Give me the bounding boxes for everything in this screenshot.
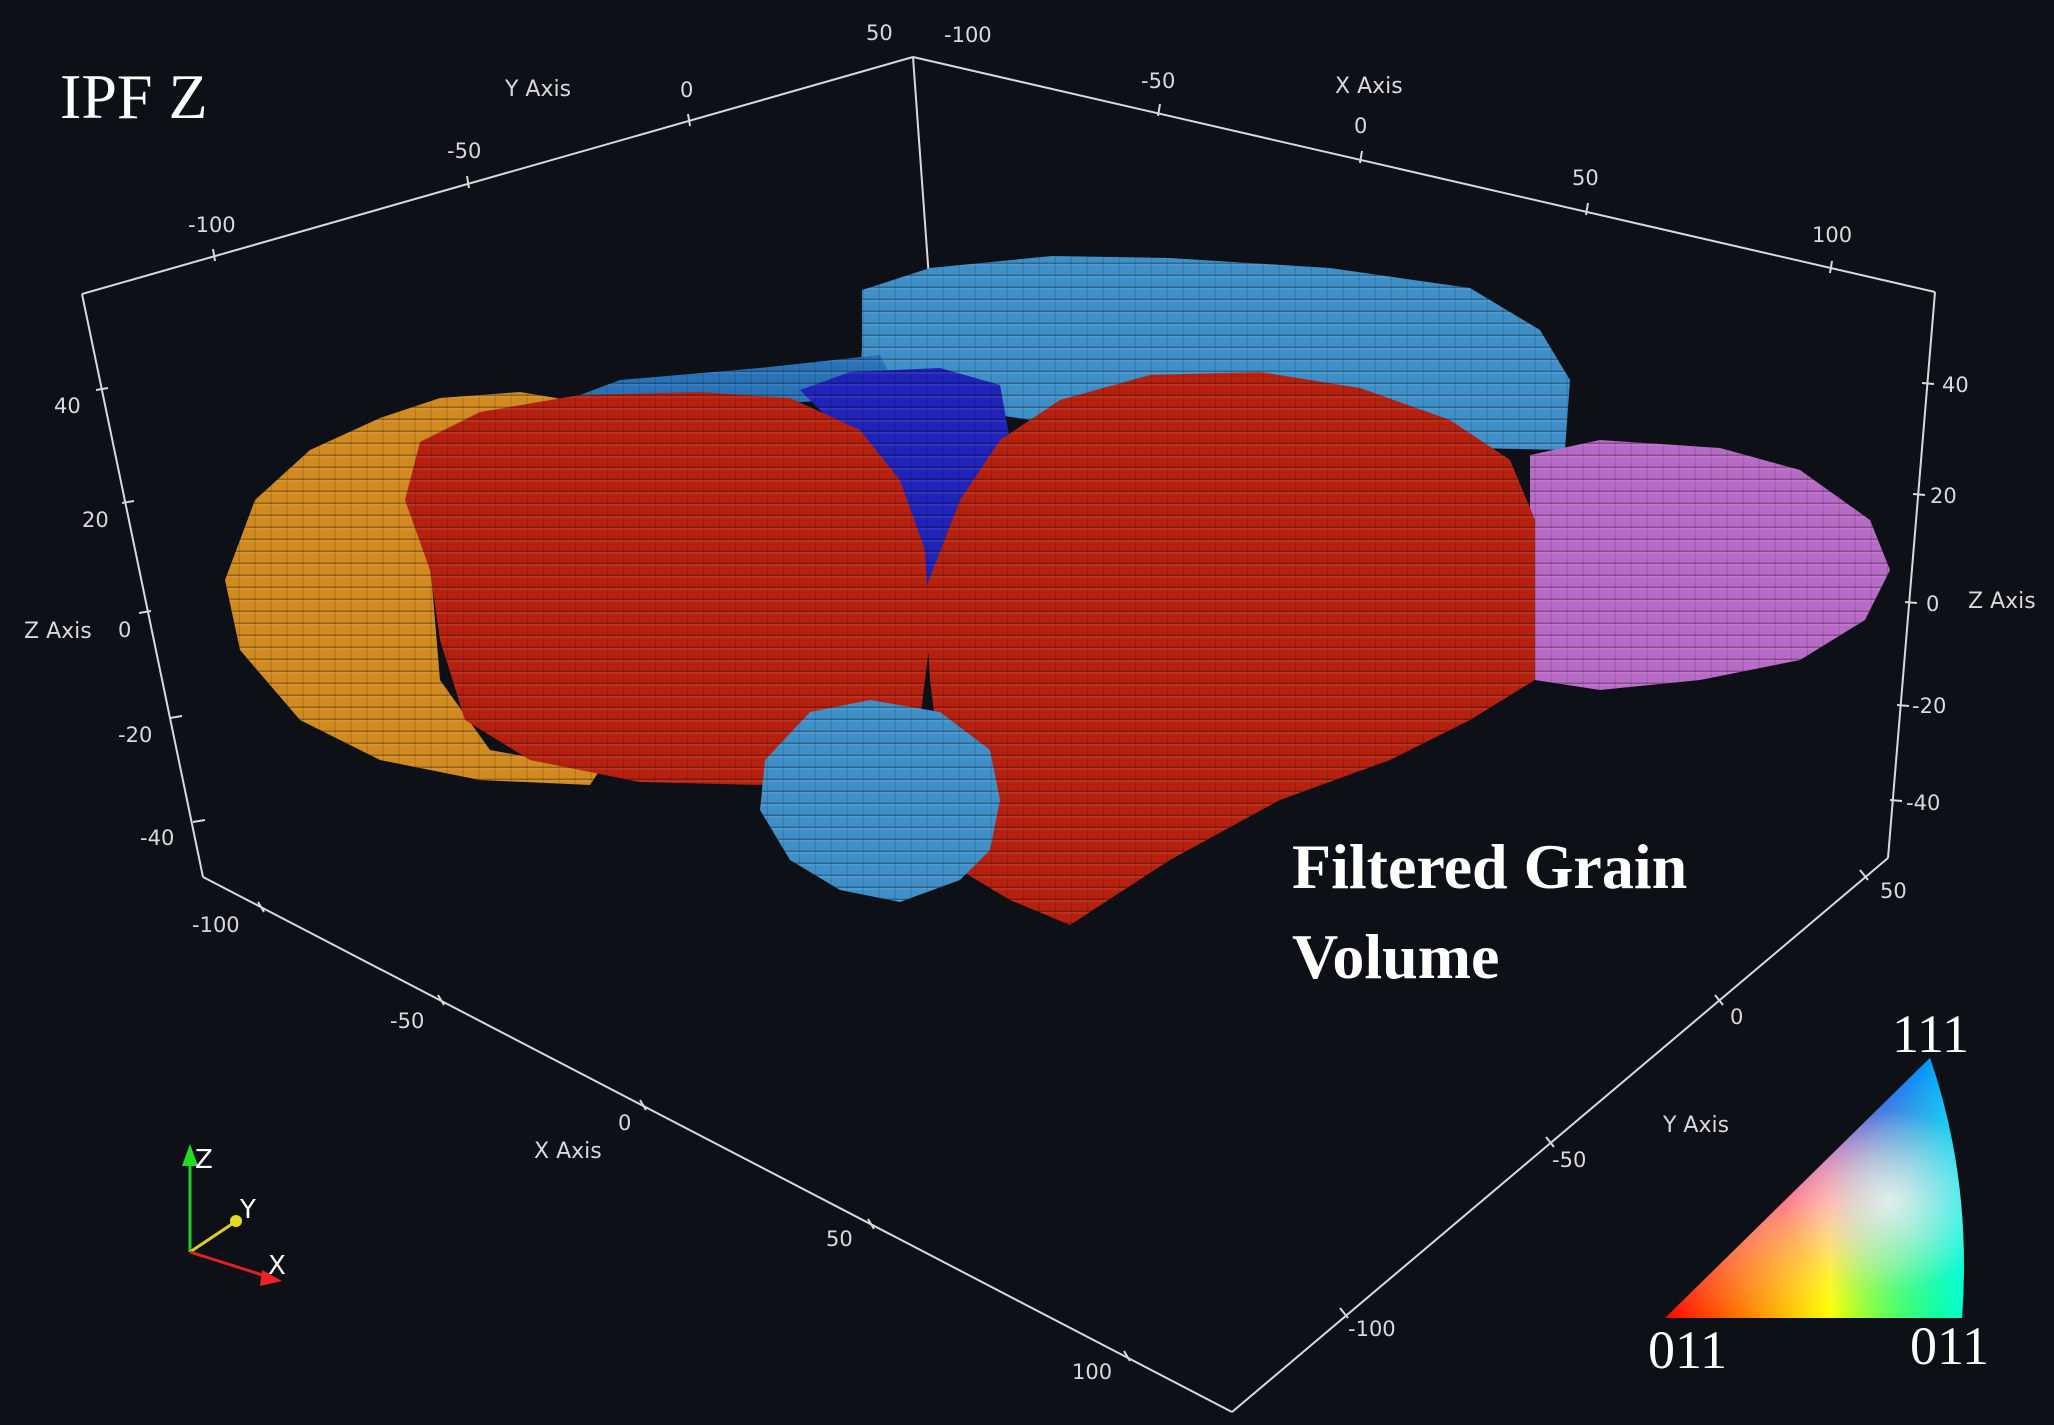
x-top-tick: -50 bbox=[1141, 69, 1175, 93]
y-top-tick: 50 bbox=[866, 21, 893, 45]
z-left-tick: 40 bbox=[54, 394, 81, 418]
x-bottom-tick: 0 bbox=[618, 1111, 631, 1135]
x-top-tick: 0 bbox=[1354, 114, 1367, 138]
ipf-label-011-left: 011 bbox=[1648, 1320, 1727, 1380]
z-right-tick: 20 bbox=[1930, 484, 1957, 508]
caption-line-2: Volume bbox=[1292, 921, 1499, 992]
z-axis-right-label: Z Axis bbox=[1968, 589, 2036, 614]
y-bottom-tick: -50 bbox=[1552, 1148, 1586, 1172]
triad-y-arrow-icon bbox=[230, 1215, 242, 1227]
ipf-color-key: 111 011 011 bbox=[1648, 1004, 1989, 1380]
tick-marks bbox=[95, 103, 1935, 1362]
triad-y-label: Y bbox=[239, 1195, 256, 1225]
ipf-label-111: 111 bbox=[1892, 1004, 1969, 1064]
y-top-tick: 0 bbox=[680, 78, 693, 102]
x-axis-bottom-label: X Axis bbox=[534, 1139, 602, 1164]
caption-line-1: Filtered Grain bbox=[1292, 831, 1687, 902]
z-right-tick: -20 bbox=[1912, 694, 1946, 718]
triad-y-axis-line bbox=[189, 1220, 236, 1254]
y-top-tick: -100 bbox=[188, 213, 236, 237]
y-axis-top-label: Y Axis bbox=[504, 77, 571, 102]
x-bottom-tick: 50 bbox=[826, 1227, 853, 1251]
x-bottom-tick: -50 bbox=[390, 1009, 424, 1033]
grain-orange bbox=[225, 392, 600, 785]
x-top-tick: -100 bbox=[944, 23, 992, 47]
grain-red-left bbox=[405, 392, 930, 785]
z-left-tick: 0 bbox=[118, 618, 131, 642]
x-axis-top-label: X Axis bbox=[1335, 74, 1403, 99]
grain-light-blue-front bbox=[760, 700, 1000, 902]
y-bottom-tick: 0 bbox=[1730, 1005, 1743, 1029]
z-right-tick: -40 bbox=[1906, 791, 1940, 815]
x-top-tick: 50 bbox=[1572, 166, 1599, 190]
title-ipf-z: IPF Z bbox=[60, 61, 208, 132]
triad-x-arrow-icon bbox=[260, 1270, 282, 1286]
grain-purple bbox=[1530, 440, 1890, 690]
grain-red-right bbox=[925, 372, 1535, 925]
z-axis-left-label: Z Axis bbox=[24, 619, 92, 644]
y-bottom-tick: -100 bbox=[1348, 1317, 1396, 1341]
z-right-tick: 40 bbox=[1942, 373, 1969, 397]
z-left-tick: -40 bbox=[140, 826, 174, 850]
triad-x-label: X bbox=[268, 1251, 286, 1281]
y-bottom-tick: 50 bbox=[1880, 879, 1907, 903]
grain-dark-blue bbox=[800, 368, 1010, 590]
z-left-tick: -20 bbox=[118, 723, 152, 747]
orientation-triad: Z Y X bbox=[182, 1144, 286, 1286]
triad-z-arrow-icon bbox=[182, 1144, 198, 1166]
ipf-label-011-right: 011 bbox=[1910, 1316, 1989, 1376]
bounding-box bbox=[81, 56, 1936, 1413]
triad-x-axis-line bbox=[189, 1250, 273, 1280]
y-axis-bottom-label: Y Axis bbox=[1662, 1113, 1729, 1138]
z-right-tick: 0 bbox=[1926, 592, 1939, 616]
z-left-tick: 20 bbox=[82, 508, 109, 532]
y-top-tick: -50 bbox=[447, 139, 481, 163]
x-bottom-tick: -100 bbox=[192, 913, 240, 937]
x-bottom-tick: 100 bbox=[1072, 1360, 1112, 1384]
x-top-tick: 100 bbox=[1812, 223, 1852, 247]
triad-z-label: Z bbox=[195, 1145, 213, 1175]
